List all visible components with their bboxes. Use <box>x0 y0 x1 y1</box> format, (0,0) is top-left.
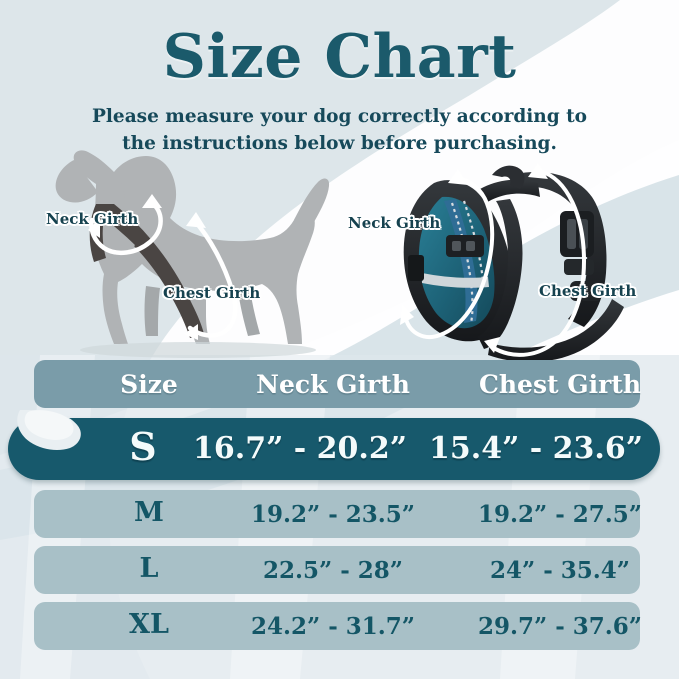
dog-neck-girth-label: Neck Girth <box>46 210 139 228</box>
harness-chest-girth-label: Chest Girth <box>539 282 637 300</box>
harness-neck-girth-label: Neck Girth <box>348 214 441 232</box>
table-row-size-l[interactable]: L 22.5” - 28” 24” - 35.4” <box>34 546 640 594</box>
cell-neck-m: 19.2” - 23.5” <box>250 501 416 528</box>
page-title: Size Chart <box>162 22 517 92</box>
column-header-neck-girth: Neck Girth <box>256 370 410 399</box>
harness-product-photo <box>400 163 624 363</box>
table-header-row: Size Neck Girth Chest Girth <box>34 360 641 408</box>
column-header-chest-girth: Chest Girth <box>478 370 642 399</box>
column-header-size: Size <box>120 370 178 399</box>
dog-silhouette-illustration <box>55 150 330 358</box>
cell-size-s: S <box>129 424 157 469</box>
cell-size-m: M <box>134 497 164 528</box>
cell-neck-xl: 24.2” - 31.7” <box>250 613 416 640</box>
cell-chest-s: 15.4” - 23.6” <box>429 431 643 466</box>
dog-chest-girth-label: Chest Girth <box>163 284 261 302</box>
table-row-size-xl[interactable]: XL 24.2” - 31.7” 29.7” - 37.6” <box>34 602 642 650</box>
table-row-size-s[interactable]: S 16.7” - 20.2” 15.4” - 23.6” <box>8 418 660 480</box>
cell-neck-l: 22.5” - 28” <box>262 557 404 584</box>
cell-chest-xl: 29.7” - 37.6” <box>477 613 643 640</box>
table-row-size-m[interactable]: M 19.2” - 23.5” 19.2” - 27.5” <box>34 490 642 538</box>
cell-size-l: L <box>139 553 159 584</box>
cell-size-xl: XL <box>129 609 169 640</box>
cell-chest-l: 24” - 35.4” <box>489 557 631 584</box>
page-subtitle: Please measure your dog correctly accord… <box>91 106 588 154</box>
cell-neck-s: 16.7” - 20.2” <box>193 431 407 466</box>
cell-chest-m: 19.2” - 27.5” <box>477 501 643 528</box>
